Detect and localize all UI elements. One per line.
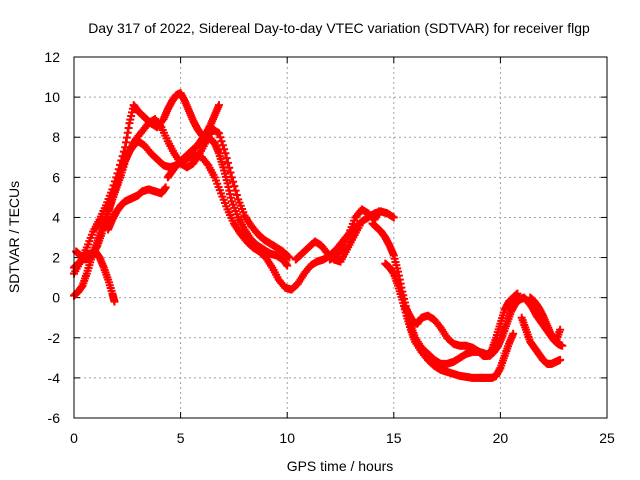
- data-point-fill: [222, 154, 231, 163]
- data-point: [374, 207, 383, 216]
- x-tick-label: 15: [386, 430, 402, 446]
- data-point: [283, 261, 292, 270]
- y-tick-label: -2: [48, 330, 61, 346]
- data-point-fill: [226, 168, 235, 177]
- y-tick-label: 6: [52, 169, 60, 185]
- y-tick-label: -4: [48, 370, 61, 386]
- y-tick-label: 10: [44, 89, 60, 105]
- y-tick-label: 0: [52, 290, 60, 306]
- data-point: [214, 129, 223, 138]
- y-axis-title: SDTVAR / TECUs: [6, 181, 22, 293]
- data-point: [161, 183, 170, 192]
- x-axis-title: GPS time / hours: [287, 458, 394, 474]
- data-point-fill: [229, 177, 238, 186]
- plot-border: [73, 56, 608, 419]
- x-tick-label: 25: [599, 430, 615, 446]
- chart-title: Day 317 of 2022, Sidereal Day-to-day VTE…: [88, 20, 590, 36]
- data-point: [558, 341, 567, 350]
- data-point-fill: [225, 163, 234, 172]
- data-point: [355, 221, 364, 230]
- data-point-fill: [203, 159, 212, 168]
- x-tick-label: 10: [279, 430, 295, 446]
- data-point: [389, 213, 398, 222]
- data-point-fill: [230, 182, 239, 191]
- data-point: [509, 329, 518, 338]
- data-point-fill: [220, 145, 229, 154]
- x-tick-label: 5: [177, 430, 185, 446]
- data-point-fill: [218, 141, 227, 150]
- data-point: [110, 297, 119, 306]
- y-tick-label: 12: [44, 49, 60, 65]
- x-tick-label: 20: [493, 430, 509, 446]
- data-point: [285, 253, 294, 262]
- data-point-fill: [284, 252, 293, 261]
- data-point: [214, 101, 223, 110]
- x-tick-label: 0: [70, 430, 78, 446]
- data-point-fill: [156, 121, 165, 130]
- data-point: [556, 325, 565, 334]
- data-point: [221, 149, 230, 158]
- data-point-fill: [217, 137, 226, 146]
- data-point: [513, 289, 522, 298]
- data-point: [556, 355, 565, 364]
- data-point-fill: [223, 158, 232, 167]
- data-marks: [70, 89, 567, 382]
- grid-lines: [74, 57, 607, 418]
- y-tick-label: 8: [52, 129, 60, 145]
- y-tick-label: 2: [52, 250, 60, 266]
- data-point-fill: [232, 190, 241, 199]
- data-point-fill: [231, 186, 240, 195]
- y-tick-label: -6: [48, 410, 61, 426]
- data-point-fill: [216, 133, 225, 142]
- y-tick-label: 4: [52, 209, 60, 225]
- data-point: [227, 173, 236, 182]
